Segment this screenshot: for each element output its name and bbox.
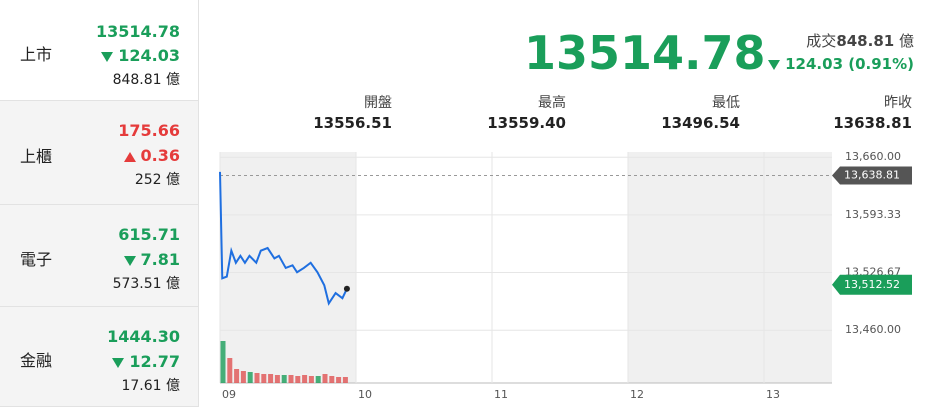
index-name: 電子 xyxy=(20,250,53,269)
change: 124.03 xyxy=(785,55,844,73)
session-band xyxy=(628,152,764,383)
volume-bar xyxy=(315,376,321,383)
index-row: 上市 13514.78 124.03 848.81 億 xyxy=(0,0,198,101)
index-price: 615.71 xyxy=(118,225,180,244)
y-tick-label: 13,593.33 xyxy=(845,208,901,221)
volume-bar xyxy=(227,358,233,383)
index-price: 1444.30 xyxy=(107,327,180,346)
price-line xyxy=(219,171,348,306)
volume-bar xyxy=(322,374,328,383)
x-tick-label: 12 xyxy=(630,388,644,401)
turnover-unit: 億 xyxy=(898,32,914,50)
x-tick-label: 09 xyxy=(222,388,236,401)
volume-bar xyxy=(288,375,294,383)
index-volume: 252 億 xyxy=(134,172,180,188)
last-point xyxy=(343,285,350,292)
index-change: 12.77 xyxy=(112,352,180,371)
change-value: 124.03 xyxy=(118,46,180,65)
index-row: 上櫃 175.66 0.36 252 億 xyxy=(0,101,198,205)
x-tick-label: 11 xyxy=(494,388,508,401)
index-volume: 17.61 億 xyxy=(121,378,180,394)
stat-value: 13559.40 xyxy=(487,114,566,132)
turnover-value: 848.81 xyxy=(836,32,895,50)
index-volume: 848.81 億 xyxy=(112,72,180,88)
change-pct: (0.91%) xyxy=(848,55,914,73)
volume-bar xyxy=(336,377,342,383)
change-value: 12.77 xyxy=(129,352,180,371)
index-row: 電子 615.71 7.81 573.51 億 xyxy=(0,205,198,307)
down-arrow xyxy=(768,59,781,70)
reference-box xyxy=(832,166,912,185)
index-name: 上櫃 xyxy=(20,147,53,166)
x-tick-label: 10 xyxy=(358,388,372,401)
index-change: 0.36 xyxy=(123,146,180,165)
stat-label: 開盤 xyxy=(364,95,392,111)
volume-bar xyxy=(302,375,308,383)
index-name: 上市 xyxy=(20,44,53,64)
volume-bar xyxy=(308,376,314,383)
volume-bar xyxy=(220,341,226,383)
current-label: 13,512.52 xyxy=(844,278,900,291)
arrow xyxy=(123,255,136,266)
index-name: 金融 xyxy=(20,351,53,370)
volume-bar xyxy=(281,375,287,383)
stat-label: 最高 xyxy=(538,95,566,111)
change-value: 7.81 xyxy=(140,250,180,269)
stat-value: 13638.81 xyxy=(833,114,912,132)
volume-bar xyxy=(254,373,260,383)
volume-bar xyxy=(240,371,246,383)
stat-value: 13496.54 xyxy=(661,114,740,132)
volume-bar xyxy=(268,374,274,383)
stat-value: 13556.51 xyxy=(313,114,392,132)
big-price: 13514.78 xyxy=(524,26,766,80)
volume-bar xyxy=(274,375,280,383)
arrow xyxy=(123,151,136,162)
volume-bar xyxy=(261,374,267,383)
y-tick-label: 13,460.00 xyxy=(845,323,901,336)
arrow xyxy=(101,51,114,62)
arrow xyxy=(112,357,125,368)
turnover-label: 成交 xyxy=(806,32,837,50)
reference-label: 13,638.81 xyxy=(844,169,900,182)
index-price: 175.66 xyxy=(118,121,180,140)
header-change: 124.03 (0.91%) xyxy=(768,55,914,73)
x-tick-label: 13 xyxy=(766,388,780,401)
index-price: 13514.78 xyxy=(95,22,180,41)
index-row: 金融 1444.30 12.77 17.61 億 xyxy=(0,307,198,407)
index-change: 124.03 xyxy=(101,46,180,65)
volume-bar xyxy=(295,376,301,383)
volume-bar xyxy=(247,372,253,383)
stat-label: 昨收 xyxy=(884,95,912,111)
index-change: 7.81 xyxy=(123,250,180,269)
session-band xyxy=(764,152,832,383)
index-volume: 573.51 億 xyxy=(112,276,180,292)
volume-bar xyxy=(234,369,240,383)
volume-bar xyxy=(342,377,348,383)
change-value: 0.36 xyxy=(140,146,180,165)
sidebar: 上市 13514.78 124.03 848.81 億上櫃 175.66 0.36 252 … xyxy=(0,0,199,407)
stat-label: 最低 xyxy=(712,95,740,111)
turnover: 成交848.81 億 xyxy=(806,30,914,51)
current-box xyxy=(832,274,912,295)
volume-bar xyxy=(329,376,335,383)
y-tick-label: 13,660.00 xyxy=(845,150,901,163)
